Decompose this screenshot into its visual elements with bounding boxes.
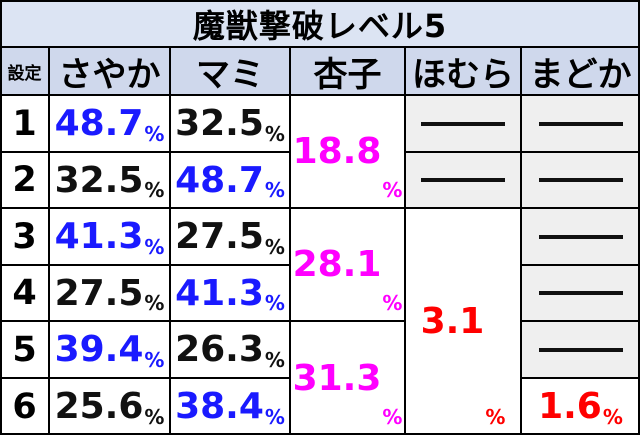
mami-value-3: 27.5% <box>175 216 285 259</box>
grid-line <box>48 46 50 435</box>
grid-line <box>290 320 405 322</box>
setting-1: 1 <box>12 103 37 144</box>
sayaka-value-3: 41.3% <box>54 216 165 259</box>
setting-2: 2 <box>12 160 37 200</box>
kyoko-value-5-6: 31.3% <box>292 357 403 430</box>
grid-line <box>0 0 2 435</box>
grid-line <box>521 264 640 266</box>
table-title: 魔獣撃破レベル5 <box>0 0 640 47</box>
mami-value-2: 48.7% <box>175 159 285 203</box>
homura-none-2 <box>405 152 521 208</box>
grid-line <box>0 264 290 266</box>
grid-line <box>0 151 290 153</box>
header-kyoko: 杏子 <box>290 47 405 95</box>
mami-value-4: 41.3% <box>175 272 285 316</box>
sayaka-value-2: 32.5% <box>54 159 165 203</box>
madoka-none-1 <box>521 95 640 152</box>
grid-line <box>0 0 640 2</box>
dash-icon <box>421 121 505 126</box>
header-madoka: まどか <box>521 47 640 95</box>
grid-line <box>521 151 640 153</box>
madoka-none-3 <box>521 208 640 265</box>
grid-line <box>520 46 522 435</box>
grid-line <box>0 433 640 435</box>
sayaka-value-6: 25.6% <box>54 386 165 429</box>
grid-line <box>405 151 521 153</box>
setting-4: 4 <box>12 273 37 313</box>
setting-3: 3 <box>12 216 37 257</box>
grid-line <box>0 46 640 48</box>
grid-line <box>521 207 640 209</box>
grid-line <box>0 207 290 209</box>
setting-5: 5 <box>12 329 37 370</box>
header-homura: ほむら <box>405 47 521 95</box>
grid-line <box>0 94 640 96</box>
grid-line <box>638 0 640 435</box>
madoka-none-5 <box>521 321 640 378</box>
grid-line <box>404 46 406 435</box>
dash-icon <box>538 234 623 239</box>
header-mami: マミ <box>170 47 290 95</box>
grid-line <box>290 207 405 209</box>
sayaka-value-4: 27.5% <box>54 272 165 316</box>
grid-line <box>0 320 290 322</box>
homura-none-1 <box>405 95 521 152</box>
mami-value-6: 38.4% <box>175 386 285 429</box>
setting-6: 6 <box>12 386 37 427</box>
mami-value-1: 32.5% <box>175 103 285 146</box>
kyoko-value-3-4: 28.1% <box>292 244 403 315</box>
madoka-none-4 <box>521 265 640 321</box>
dash-icon <box>421 178 505 182</box>
grid-line <box>521 377 640 379</box>
dash-icon <box>538 121 623 126</box>
mami-value-5: 26.3% <box>175 329 285 372</box>
grid-line <box>0 377 290 379</box>
madoka-none-2 <box>521 152 640 208</box>
dash-icon <box>538 178 623 182</box>
grid-line <box>405 207 521 209</box>
header-sayaka: さやか <box>49 47 170 95</box>
grid-line <box>289 46 291 435</box>
homura-value-3-6: 3.1% <box>420 301 506 429</box>
sayaka-value-5: 39.4% <box>54 329 165 372</box>
dash-icon <box>538 347 623 352</box>
grid-line <box>169 46 171 435</box>
madoka-value-6: 1.6% <box>538 386 623 429</box>
sayaka-value-1: 48.7% <box>54 103 165 146</box>
kyoko-value-1-2: 18.8% <box>292 131 403 202</box>
dash-icon <box>538 291 623 295</box>
grid-line <box>521 320 640 322</box>
header-setting: 設定 <box>0 47 49 95</box>
